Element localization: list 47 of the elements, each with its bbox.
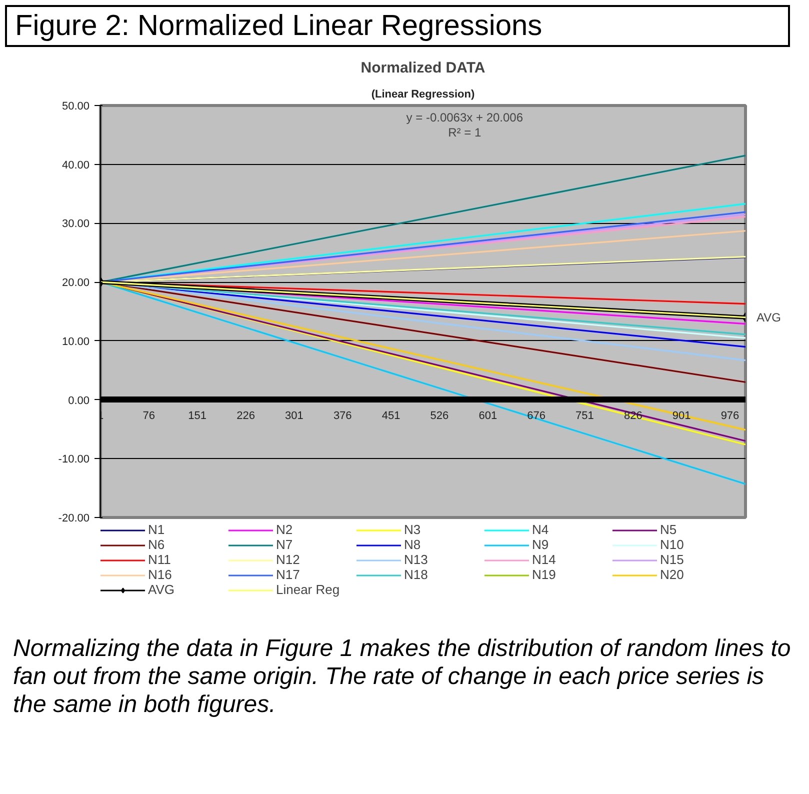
- legend-label: N3: [404, 522, 422, 537]
- annotation: R² = 1: [448, 126, 482, 140]
- legend-label: N2: [276, 522, 294, 537]
- caption: Figure 2: Normalized Linear Regressions: [15, 9, 542, 44]
- legend-label: N15: [660, 552, 685, 567]
- annotation: y = -0.0063x + 20.006: [406, 110, 524, 124]
- legend-label: N16: [148, 567, 173, 582]
- x-tick-label: 376: [333, 410, 352, 422]
- legend-label: N12: [276, 552, 301, 567]
- legend-label: N10: [660, 537, 685, 552]
- legend-label: N14: [532, 552, 557, 567]
- chart-title: Normalized DATA: [360, 60, 486, 76]
- x-tick-label: 976: [720, 410, 740, 422]
- x-tick-label: 526: [430, 410, 449, 422]
- legend-label: N8: [404, 537, 422, 552]
- legend-label: N9: [532, 537, 550, 552]
- x-tick-label: 451: [382, 410, 400, 422]
- y-tick-label: 50.00: [62, 100, 90, 112]
- legend-label: N5: [660, 522, 678, 537]
- y-tick-label: 20.00: [62, 277, 90, 290]
- x-tick-label: 226: [236, 410, 255, 422]
- x-tick-label: 301: [285, 410, 304, 422]
- annotation: AVG: [756, 310, 781, 324]
- x-tick-label: 151: [188, 410, 207, 422]
- legend-label: N19: [532, 567, 557, 582]
- legend-label: N6: [148, 537, 166, 552]
- y-tick-label: 10.00: [62, 336, 90, 348]
- legend-label: N18: [404, 567, 429, 582]
- text: Normalizing the data in Figure 1 makes the distribution of random lines to fan out from the same origin. The rate of change in each price series is the same in both figures.: [13, 635, 792, 719]
- chart-subtitle: (Linear Regression): [371, 88, 475, 100]
- legend-label: N4: [532, 522, 550, 537]
- legend-label: N13: [404, 552, 429, 567]
- y-tick-label: -10.00: [58, 454, 90, 466]
- x-tick-label: 751: [576, 410, 594, 422]
- legend-label: N1: [148, 522, 166, 537]
- y-tick-label: 0.00: [68, 394, 90, 407]
- y-tick-label: -20.00: [58, 512, 90, 524]
- legend-label: N17: [276, 567, 301, 582]
- legend-label: N20: [660, 567, 685, 582]
- legend-label: N7: [276, 537, 294, 552]
- legend-label: Linear Reg: [276, 582, 341, 597]
- y-tick-label: 30.00: [62, 218, 90, 230]
- x-tick-label: 601: [478, 410, 498, 422]
- y-tick-label: 40.00: [62, 159, 90, 172]
- legend-label: N11: [148, 552, 172, 567]
- x-tick-label: 76: [142, 410, 156, 422]
- legend-label: AVG: [148, 582, 176, 597]
